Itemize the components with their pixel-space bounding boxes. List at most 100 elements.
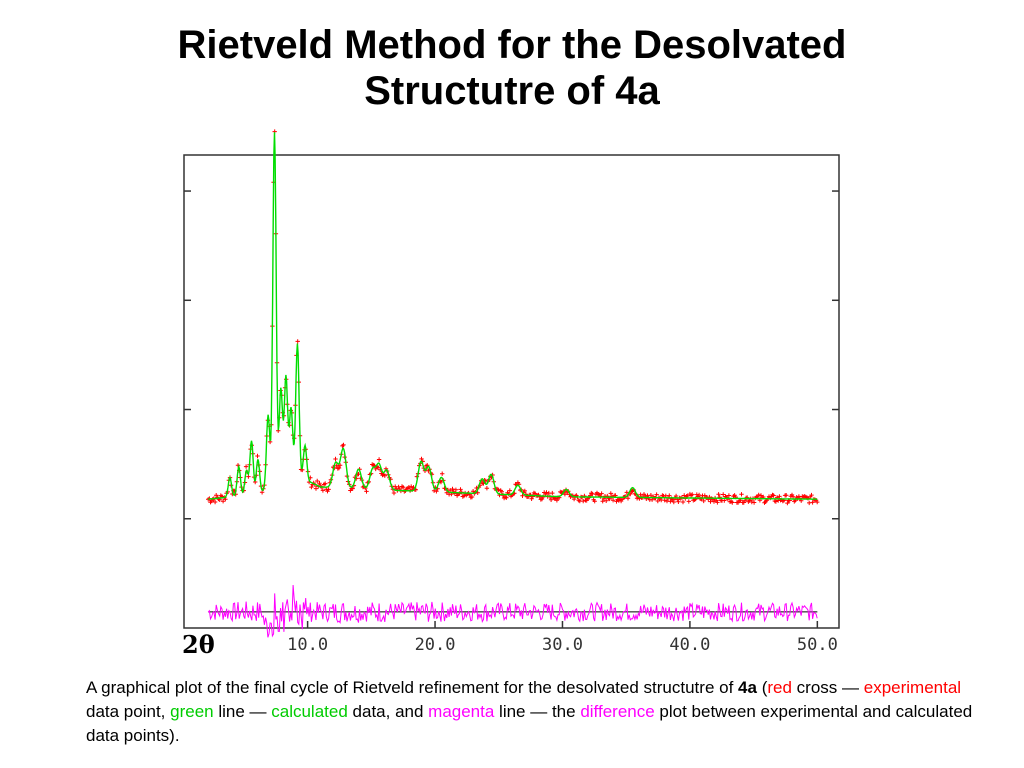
- caption-green: green: [170, 702, 214, 721]
- slide-title-line2: Structutre of 4a: [364, 69, 660, 113]
- experimental-point: [507, 488, 512, 493]
- experimental-point: [716, 492, 721, 497]
- slide-title-line1: Rietveld Method for the Desolvated: [177, 23, 847, 67]
- experimental-point: [655, 498, 660, 504]
- experimental-point: [419, 456, 424, 462]
- experimental-point: [235, 463, 241, 468]
- experimental-point: [739, 492, 744, 497]
- experimental-point: [676, 499, 681, 504]
- experimental-point: [696, 492, 702, 498]
- difference-line: [207, 584, 818, 638]
- experimental-point: [815, 499, 820, 505]
- experimental-point: [550, 490, 555, 496]
- experimental-point: [654, 492, 659, 497]
- caption-magenta: magenta: [428, 702, 495, 721]
- experimental-point: [243, 464, 249, 469]
- x-tick-label: 50.0: [797, 635, 838, 655]
- x-tick-label: 10.0: [287, 635, 328, 655]
- experimental-point: [313, 486, 319, 491]
- experimental-point: [548, 497, 554, 502]
- caption-experimental: experimental: [863, 678, 962, 697]
- experimental-point: [592, 499, 597, 504]
- experimental-point: [336, 465, 342, 471]
- experimental-point: [662, 498, 667, 503]
- experimental-point: [453, 487, 459, 492]
- experimental-point: [784, 493, 789, 498]
- experimental-point: [458, 487, 463, 492]
- experimental-point: [214, 493, 219, 498]
- experimental-point: [571, 496, 577, 502]
- caption-difference: difference: [580, 702, 655, 721]
- experimental-point: [686, 499, 691, 504]
- experimental-point: [648, 493, 654, 498]
- experimental-point: [406, 485, 412, 490]
- experimental-point: [320, 488, 326, 493]
- x-tick-label: 30.0: [542, 635, 583, 655]
- experimental-point: [440, 471, 445, 476]
- experimental-point: [450, 486, 455, 492]
- experimental-point: [520, 493, 525, 498]
- calculated-series: [208, 132, 818, 500]
- experimental-point: [690, 492, 695, 497]
- experimental-point: [608, 491, 613, 496]
- experimental-point: [599, 491, 604, 496]
- experimental-point: [431, 488, 437, 493]
- experimental-point: [529, 496, 534, 501]
- experimental-point: [773, 499, 779, 504]
- experimental-point: [496, 487, 501, 492]
- x-axis-label: 2θ: [182, 630, 215, 659]
- experimental-point: [461, 493, 467, 499]
- experimental-point: [667, 493, 672, 498]
- experimental-point: [484, 486, 490, 491]
- experimental-point: [756, 492, 761, 498]
- experimental-point: [701, 498, 706, 504]
- rietveld-plot: 10.0 20.0 30.0 40.0 50.0 2θ: [182, 129, 840, 659]
- experimental-point: [326, 487, 331, 492]
- experimental-point: [469, 494, 475, 500]
- caption-text-7: line — the: [494, 702, 581, 721]
- experimental-point: [309, 484, 314, 490]
- experimental-point: [255, 453, 260, 459]
- caption-text-3: cross —: [791, 678, 864, 697]
- experimental-point: [315, 478, 320, 484]
- experimental-point: [554, 498, 560, 503]
- experimental-point: [401, 485, 406, 490]
- experimental-point: [434, 489, 439, 494]
- experimental-point: [777, 494, 782, 499]
- experimental-point: [715, 500, 720, 505]
- experimental-point: [499, 489, 504, 494]
- caption-compound: 4a: [738, 678, 757, 697]
- caption-text-2: (: [761, 678, 768, 697]
- experimental-point: [375, 465, 381, 470]
- experimental-point: [212, 499, 218, 505]
- experimental-point: [671, 499, 676, 505]
- experimental-point: [522, 488, 527, 494]
- experimental-point: [409, 484, 414, 489]
- experimental-point: [504, 495, 509, 500]
- experimental-point: [382, 473, 387, 478]
- experimental-point: [364, 489, 369, 494]
- caption-text-8: plot between experimental and calculated…: [86, 702, 973, 745]
- experimental-point: [680, 499, 686, 505]
- experimental-point: [391, 490, 397, 496]
- experimental-point: [295, 339, 300, 344]
- experimental-point: [373, 466, 378, 472]
- experimental-point: [721, 492, 726, 497]
- experimental-point: [726, 493, 732, 498]
- experimental-point: [562, 492, 568, 497]
- experimental-point: [785, 500, 790, 506]
- experimental-point: [341, 442, 346, 448]
- experimental-point: [711, 499, 717, 504]
- experimental-point: [730, 500, 735, 505]
- experimental-point: [771, 493, 776, 498]
- experimental-point: [444, 490, 449, 495]
- experimental-point: [751, 500, 757, 505]
- difference-series: [207, 584, 818, 638]
- caption-text-1: A graphical plot of the final cycle of R…: [86, 678, 739, 697]
- experimental-point: [604, 498, 609, 503]
- caption-red: red: [767, 678, 792, 697]
- experimental-point: [809, 492, 814, 498]
- caption-text-4: data point,: [86, 702, 171, 721]
- x-tick-label: 40.0: [669, 635, 710, 655]
- calculated-line: [208, 132, 818, 500]
